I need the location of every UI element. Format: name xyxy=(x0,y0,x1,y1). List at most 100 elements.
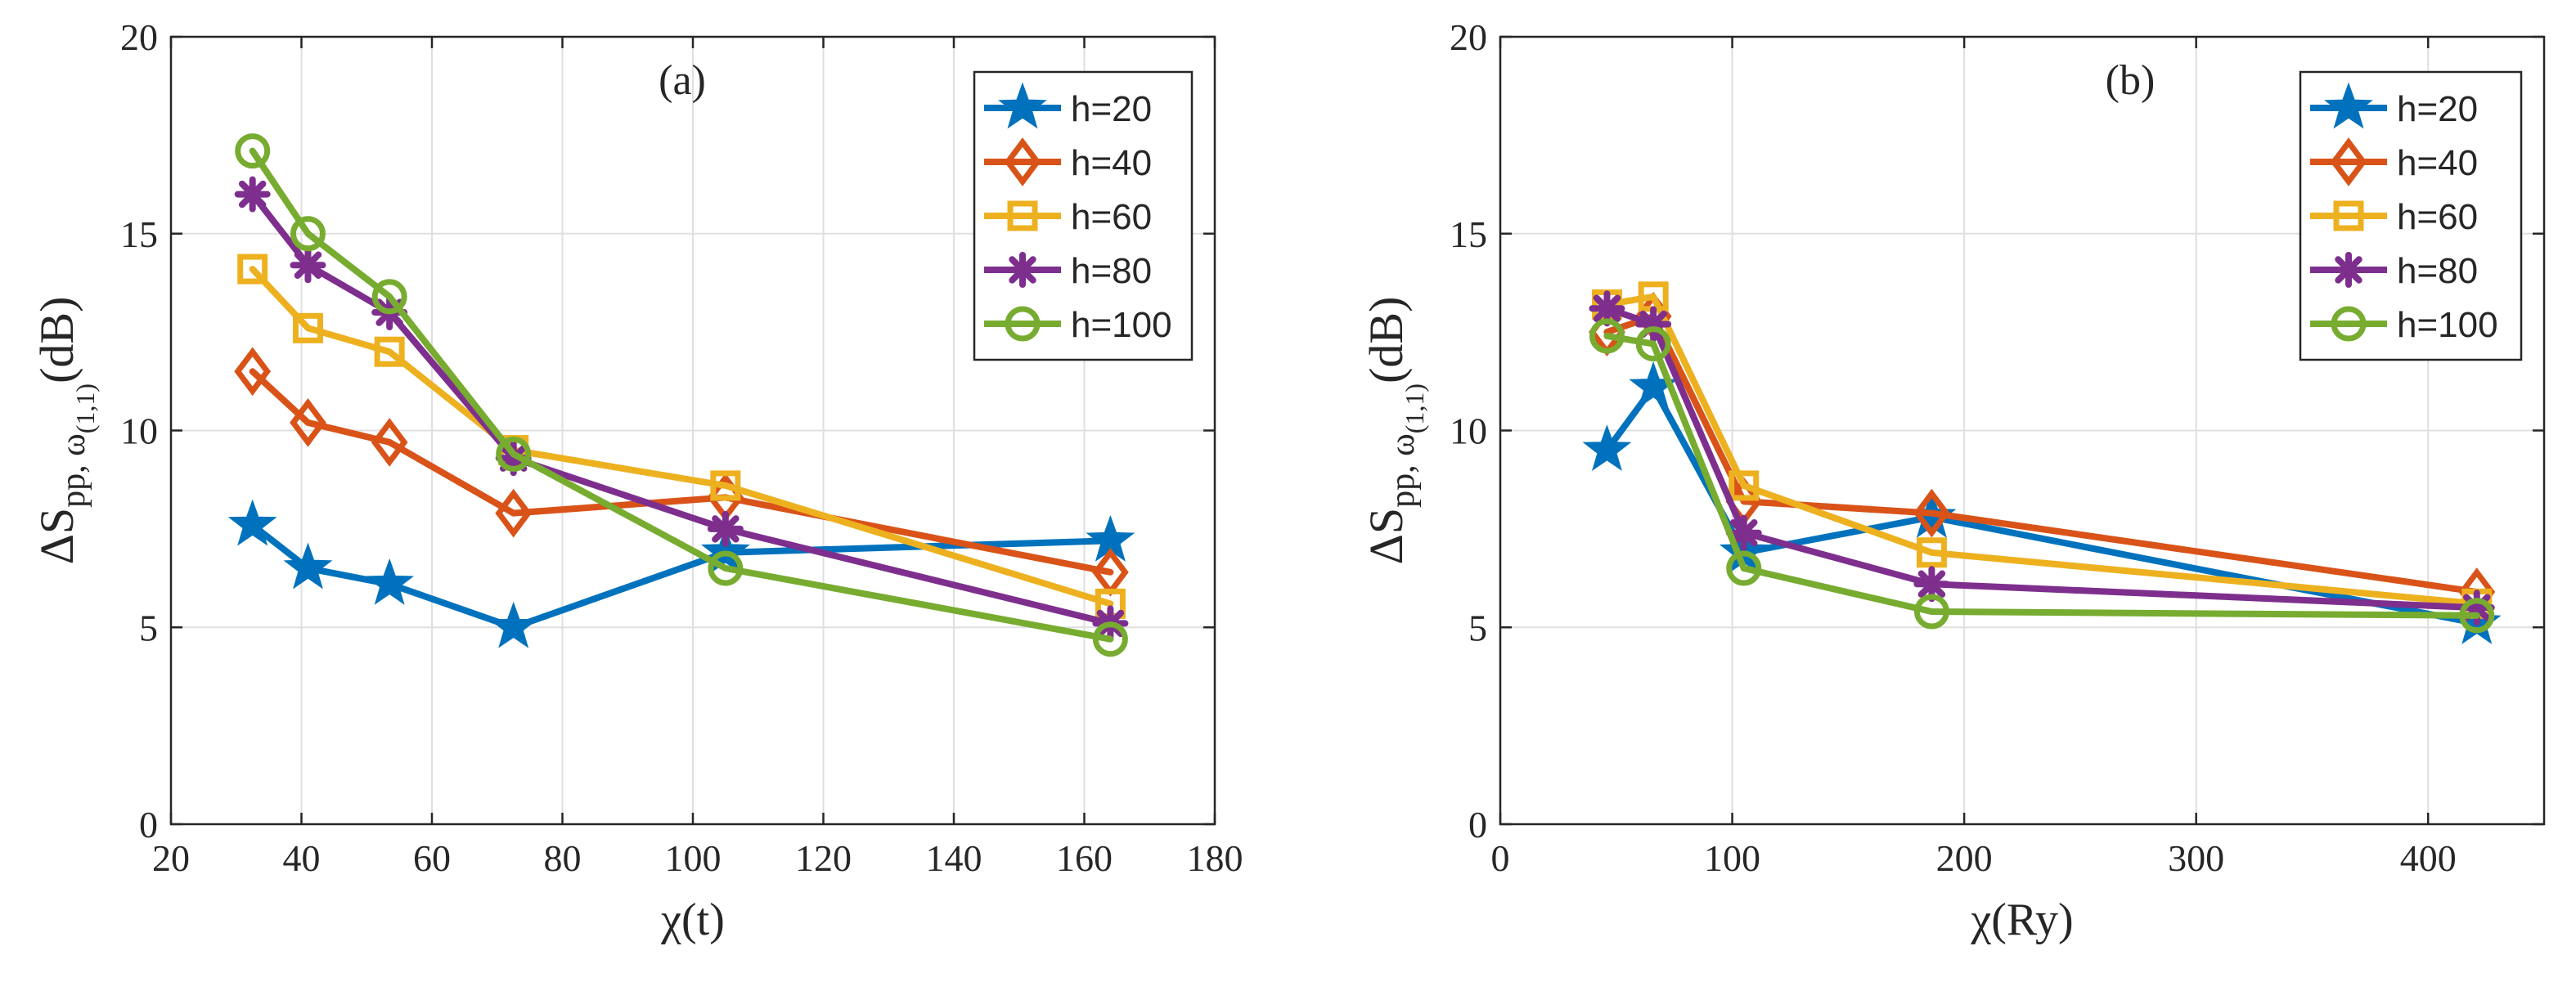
series-h-60-point-1 xyxy=(292,312,323,343)
series-h-40-point-3 xyxy=(495,488,533,538)
series-h-80-point-2-stroke xyxy=(1730,518,1758,547)
series-h-20 xyxy=(227,499,1135,648)
legend-label-h-40: h=40 xyxy=(2397,143,2478,183)
series-h-100 xyxy=(235,133,1128,657)
legend-label-h-20: h=20 xyxy=(2397,89,2478,129)
series-h-80-point-0-stroke xyxy=(1593,294,1621,322)
series-h-80-point-0 xyxy=(234,176,271,213)
legend-marker-h-40 xyxy=(2330,137,2367,186)
x-tick-label-100: 100 xyxy=(665,837,722,879)
legend-item-h-80: h=80 xyxy=(2310,251,2478,291)
ticks: 20 40 60 80 100 120 140 160 180 0 5 10 15 20 xyxy=(120,16,1243,879)
legend-marker-h-20 xyxy=(2324,82,2373,129)
x-tick-label-100: 100 xyxy=(1704,837,1760,879)
legend-label-h-80: h=80 xyxy=(1071,251,1152,291)
series-h-100 xyxy=(1589,318,2495,634)
series-h-20-point-1 xyxy=(283,542,333,590)
legend-marker-h-20 xyxy=(998,82,1047,129)
legend: h=20 h=40 h=60 h=80 h=100 xyxy=(2299,70,2523,361)
series-h-60-point-2 xyxy=(1729,470,1760,501)
series-h-60-point-3 xyxy=(1916,537,1947,568)
y-tick-label-20: 20 xyxy=(1450,16,1487,58)
series-h-80-point-2 xyxy=(1725,514,1762,551)
legend-marker-h-100 xyxy=(2331,306,2367,342)
x-tick-label-80: 80 xyxy=(544,837,582,879)
series-h-100-point-0 xyxy=(235,133,271,169)
x-tick-label-140: 140 xyxy=(926,837,982,879)
legend-item-h-20: h=20 xyxy=(984,82,1152,129)
legend-marker-h-40 xyxy=(1004,137,1041,186)
series-h-60-point-4 xyxy=(710,470,741,501)
y-tick-label-15: 15 xyxy=(120,213,158,255)
series-h-20-point-3 xyxy=(488,601,538,648)
legend-label-h-60: h=60 xyxy=(2397,197,2478,237)
legend-item-h-60: h=60 xyxy=(984,197,1152,237)
y-axis-label: ΔSpp, ω(1,1)(dB) xyxy=(1360,297,1429,565)
series-h-80-point-1-stroke xyxy=(294,251,322,279)
series-h-80-point-1 xyxy=(290,247,326,284)
legend-item-h-100: h=100 xyxy=(984,305,1172,345)
series-h-20-point-0 xyxy=(227,499,277,546)
y-tick-label-10: 10 xyxy=(1450,410,1487,452)
x-tick-label-160: 160 xyxy=(1056,837,1113,879)
series-h-80-point-0 xyxy=(1589,290,1625,327)
series-h-80-point-4-stroke xyxy=(712,515,740,543)
legend-label-h-20: h=20 xyxy=(1071,89,1152,129)
legend-item-h-60: h=60 xyxy=(2310,197,2478,237)
legend-item-h-20: h=20 xyxy=(2310,82,2478,129)
chart-panel-a: 20 40 60 80 100 120 140 160 18005101520(a)h=20h=… xyxy=(30,16,1243,945)
y-tick-label-5: 5 xyxy=(139,607,158,648)
x-tick-label-400: 400 xyxy=(2400,837,2457,879)
series-h-100-point-1 xyxy=(1635,326,1671,362)
series-h-40-point-0 xyxy=(234,347,272,397)
series-h-100-point-1 xyxy=(290,216,326,252)
y-tick-label-0: 0 xyxy=(1468,804,1487,845)
y-tick-label-15: 15 xyxy=(1450,213,1487,255)
x-tick-label-300: 300 xyxy=(2168,837,2224,879)
series-h-80-point-0-stroke xyxy=(238,180,267,209)
legend-item-h-100: h=100 xyxy=(2310,305,2498,345)
series-h-60-line xyxy=(1603,293,2480,608)
x-tick-label-180: 180 xyxy=(1187,837,1243,879)
legend-label-h-100: h=100 xyxy=(1071,305,1172,345)
chart-panel-b: 0 100 200 300 400 0 5 10 15 20 (b) h=20 h=40 h=60 h=80… xyxy=(1360,16,2546,945)
series-h-40-point-1 xyxy=(290,398,326,447)
series-h-100-point-0 xyxy=(1589,318,1625,354)
x-tick-label-120: 120 xyxy=(795,837,852,879)
legend-item-h-40: h=40 xyxy=(2310,137,2478,186)
series-h-60-point-0 xyxy=(237,253,268,285)
x-tick-label-40: 40 xyxy=(283,837,321,879)
legend-marker-h-100 xyxy=(1005,306,1041,342)
series-h-100-point-4 xyxy=(708,550,744,586)
data-series xyxy=(227,133,1135,657)
series-h-100-point-3 xyxy=(1913,594,1949,630)
series-h-100-point-2 xyxy=(1726,550,1762,586)
x-tick-label-200: 200 xyxy=(1936,837,1993,879)
legend-label-h-100: h=100 xyxy=(2397,305,2498,345)
x-tick-label-20: 20 xyxy=(152,837,190,879)
y-tick-label-20: 20 xyxy=(120,16,158,58)
panel-label: (b) xyxy=(2106,57,2156,104)
legend-label-h-40: h=40 xyxy=(1071,143,1152,183)
legend-marker-h-80 xyxy=(2331,252,2367,288)
legend-marker-h-60 xyxy=(1007,200,1038,231)
series-h-80-point-3-stroke xyxy=(1917,570,1946,599)
ticks: 0 100 200 300 400 0 5 10 15 20 xyxy=(1450,16,2544,879)
legend-item-h-40: h=40 xyxy=(984,137,1152,186)
series-h-20-point-2 xyxy=(365,558,415,605)
legend-item-h-80: h=80 xyxy=(984,251,1152,291)
series-h-40-point-3 xyxy=(1913,488,1950,538)
x-tick-label-0: 0 xyxy=(1491,837,1510,879)
legend-marker-h-80-stroke xyxy=(1009,256,1036,284)
series-h-100-point-2 xyxy=(371,279,407,315)
series-h-40-point-2 xyxy=(371,418,408,467)
series-h-60-point-2 xyxy=(374,336,405,367)
series-h-100-point-5 xyxy=(1092,621,1128,657)
series-h-80-point-4 xyxy=(707,510,744,547)
y-tick-label-0: 0 xyxy=(139,804,158,845)
data-series xyxy=(1582,281,2502,644)
y-tick-label-10: 10 xyxy=(120,410,158,452)
legend-marker-h-60 xyxy=(2333,200,2364,231)
series-h-20-point-4 xyxy=(700,527,750,574)
